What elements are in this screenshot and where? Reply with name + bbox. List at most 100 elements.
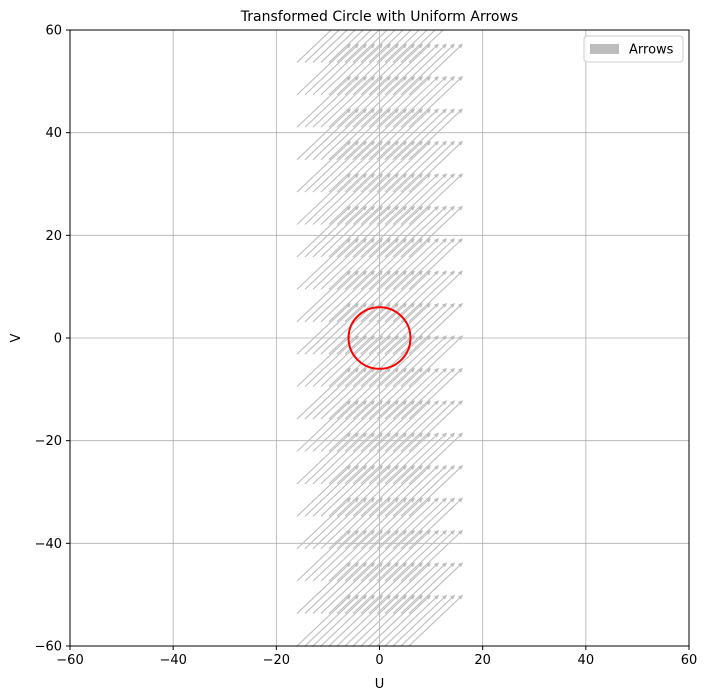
arrow-shaft [320, 305, 372, 355]
arrow-shaft [352, 565, 404, 614]
arrow [312, 173, 368, 225]
arrow-head [449, 335, 456, 341]
arrow-head [369, 335, 376, 341]
arrow-head [345, 594, 352, 600]
arrow-shaft [352, 78, 404, 128]
arrow [328, 205, 384, 258]
arrow [344, 270, 400, 323]
arrow-head [457, 335, 464, 341]
arrow-head [433, 497, 440, 503]
arrow-shaft [392, 532, 444, 582]
arrow-shaft [408, 143, 460, 193]
arrow [352, 432, 408, 485]
arrow-shaft [400, 403, 452, 452]
arrow [304, 205, 360, 258]
arrow-head [377, 302, 384, 308]
arrow-shaft [368, 143, 420, 193]
arrow [376, 562, 432, 614]
arrow-head [353, 140, 360, 146]
arrow [376, 529, 432, 582]
arrow-shaft [296, 403, 348, 452]
arrow-shaft [368, 565, 420, 614]
arrow-shaft [344, 176, 396, 225]
circle-layer [347, 306, 412, 370]
arrow-head [409, 238, 416, 244]
arrow-head [393, 108, 400, 114]
arrow-shaft [376, 370, 428, 420]
arrow-head [433, 464, 440, 471]
arrow-shaft [360, 597, 412, 646]
arrow [360, 270, 416, 323]
arrow-shaft [328, 435, 380, 485]
arrow-shaft [408, 208, 460, 258]
arrow-shaft [336, 241, 388, 290]
arrow-head [425, 335, 432, 341]
arrow [312, 302, 368, 355]
arrow [384, 270, 440, 323]
arrow-shaft [360, 338, 412, 388]
arrow-head [449, 108, 456, 114]
arrow-shaft [320, 435, 372, 485]
arrow-head [425, 400, 432, 406]
arrow [368, 562, 424, 614]
arrow-head [441, 335, 448, 341]
arrow [312, 562, 368, 614]
arrow-head [393, 335, 400, 341]
arrow-head [433, 594, 440, 600]
arrow-head [401, 43, 408, 49]
arrow-head [385, 367, 392, 373]
arrow [344, 367, 400, 420]
arrow [304, 43, 360, 96]
arrow-shaft [392, 435, 444, 485]
arrow-shaft [320, 468, 372, 517]
arrow-shaft [376, 241, 428, 290]
arrow-head [449, 205, 456, 211]
arrow [320, 594, 376, 646]
arrow [352, 140, 408, 193]
arrow-head [457, 75, 464, 81]
arrow [328, 43, 384, 96]
arrow-shaft [328, 78, 380, 128]
arrow-head [417, 108, 424, 114]
arrow [312, 43, 368, 96]
arrow-head [353, 173, 360, 179]
arrow [360, 497, 416, 550]
arrow-shaft [352, 176, 404, 225]
arrow-shaft [392, 468, 444, 517]
arrow-shaft [368, 435, 420, 485]
arrow-shaft [352, 143, 404, 193]
arrow-head [385, 464, 392, 471]
arrow-head [401, 367, 408, 373]
arrow-head [441, 43, 448, 49]
arrow [360, 335, 416, 388]
arrow [400, 205, 456, 258]
arrow-shaft [304, 338, 356, 388]
arrow-head [409, 464, 416, 471]
arrow [320, 108, 376, 161]
arrow-shaft [304, 111, 356, 161]
arrow-head [441, 238, 448, 244]
arrow-shaft [312, 273, 364, 323]
arrow-head [377, 594, 384, 600]
arrow-head [401, 594, 408, 600]
arrow-shaft [400, 273, 452, 323]
arrow-shaft [344, 370, 396, 420]
arrow-head [353, 205, 360, 211]
arrow-shaft [296, 176, 348, 225]
arrow-shaft [336, 532, 388, 582]
arrow-shaft [320, 403, 372, 452]
arrow-shaft [392, 143, 444, 193]
arrow [336, 302, 392, 355]
arrow-head [361, 238, 368, 244]
arrow-head [393, 432, 400, 438]
arrow-shaft [384, 370, 436, 420]
arrow-head [361, 432, 368, 438]
arrow-shaft [320, 241, 372, 290]
arrow-shaft [408, 565, 460, 614]
arrow-head [377, 108, 384, 114]
arrow [352, 75, 408, 128]
arrow-head [361, 43, 368, 49]
arrow-shaft [344, 532, 396, 582]
arrow-head [433, 400, 440, 406]
arrow-shaft [368, 30, 404, 63]
